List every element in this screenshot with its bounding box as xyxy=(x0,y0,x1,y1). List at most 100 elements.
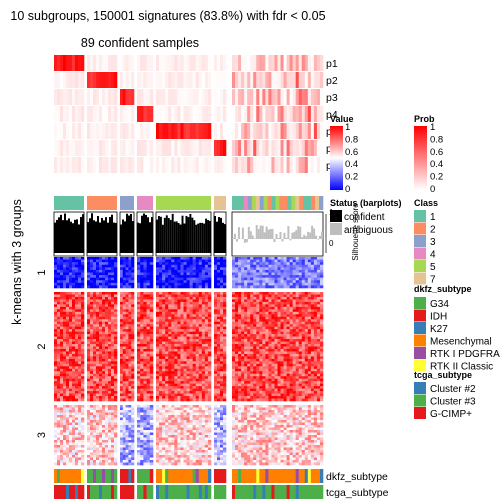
heatmap-cell xyxy=(283,319,287,323)
heatmap-cell xyxy=(108,383,112,387)
heatmap-cell xyxy=(60,277,64,281)
heatmap-cell xyxy=(72,267,76,271)
heatmap-cell xyxy=(140,398,144,402)
prob-cell xyxy=(183,157,187,173)
heatmap-cell xyxy=(105,371,109,375)
heatmap-cell xyxy=(204,353,209,357)
heatmap-cell xyxy=(114,324,118,327)
silhouette-bar xyxy=(205,218,208,253)
heatmap-cell xyxy=(316,299,321,303)
heatmap-cell xyxy=(171,391,175,394)
heatmap-cell xyxy=(57,264,61,268)
heatmap-cell xyxy=(165,262,169,266)
heatmap-cell xyxy=(217,334,221,337)
prob-cell xyxy=(183,106,187,122)
heatmap-cell xyxy=(283,326,287,330)
heatmap-cell xyxy=(262,319,266,323)
heatmap-cell xyxy=(247,257,251,260)
heatmap-cell xyxy=(310,282,315,286)
heatmap-cell xyxy=(247,269,251,273)
heatmap-cell xyxy=(122,383,126,387)
heatmap-cell xyxy=(183,311,187,315)
heatmap-cell xyxy=(259,280,263,284)
heatmap-cell xyxy=(81,388,85,392)
heatmap-cell xyxy=(289,341,293,345)
heatmap-cell xyxy=(72,386,76,389)
heatmap-cell xyxy=(180,267,184,271)
heatmap-cell xyxy=(137,373,141,377)
heatmap-cell xyxy=(111,353,115,357)
heatmap-cell xyxy=(93,301,97,305)
figure-subtitle: 89 confident samples xyxy=(81,36,199,50)
heatmap-cell xyxy=(298,292,303,295)
heatmap-cell xyxy=(250,339,254,342)
heatmap-cell xyxy=(207,376,212,380)
heatmap-cell xyxy=(69,257,73,260)
heatmap-cell xyxy=(292,344,296,347)
heatmap-cell xyxy=(277,316,281,320)
heatmap-cell xyxy=(146,301,151,305)
heatmap-cell xyxy=(63,386,67,389)
heatmap-cell xyxy=(259,264,263,268)
heatmap-cell xyxy=(156,296,160,300)
heatmap-cell xyxy=(301,262,306,266)
heatmap-cell xyxy=(186,398,190,402)
heatmap-cell xyxy=(204,373,209,377)
heatmap-cell xyxy=(140,361,144,365)
heatmap-cell xyxy=(307,301,312,305)
heatmap-cell xyxy=(108,299,112,303)
heatmap-cell xyxy=(307,348,312,352)
heatmap-cell xyxy=(298,275,303,278)
heatmap-cell xyxy=(125,356,129,360)
heatmap-cell xyxy=(201,386,206,389)
prob-cell xyxy=(75,72,79,88)
heatmap-cell xyxy=(289,331,293,335)
heatmap-cell xyxy=(183,319,187,323)
heatmap-cell xyxy=(90,299,94,303)
heatmap-cell xyxy=(265,356,269,360)
heatmap-cell xyxy=(217,262,221,266)
heatmap-cell xyxy=(292,326,296,330)
heatmap-cell xyxy=(102,269,106,273)
prob-cell xyxy=(120,89,124,105)
heatmap-cell xyxy=(253,264,257,268)
heatmap-cell xyxy=(304,264,309,268)
heatmap-cell xyxy=(137,346,141,350)
heatmap-cell xyxy=(102,294,106,298)
heatmap-cell xyxy=(81,339,85,342)
heatmap-cell xyxy=(120,381,124,384)
heatmap-cell xyxy=(217,353,221,357)
heatmap-cell xyxy=(105,388,109,392)
heatmap-cell xyxy=(217,285,221,289)
heatmap-cell xyxy=(183,257,187,260)
heatmap-cell xyxy=(174,294,178,298)
heatmap-cell xyxy=(214,356,218,360)
heatmap-cell xyxy=(271,301,275,305)
heatmap-cell xyxy=(298,262,303,266)
heatmap-cell xyxy=(66,324,70,327)
heatmap-cell xyxy=(180,292,184,295)
heatmap-cell xyxy=(162,344,166,347)
heatmap-cell xyxy=(165,269,169,273)
heatmap-cell xyxy=(96,304,100,308)
heatmap-cell xyxy=(295,363,300,367)
heatmap-cell xyxy=(72,282,76,286)
silhouette-bar xyxy=(165,215,168,253)
heatmap-cell xyxy=(316,366,321,370)
heatmap-cell xyxy=(313,363,318,367)
prob-cell xyxy=(235,140,239,156)
heatmap-cell xyxy=(201,309,206,313)
heatmap-cell xyxy=(262,346,266,350)
heatmap-cell xyxy=(120,383,124,387)
heatmap-cell xyxy=(241,264,245,268)
heatmap-cell xyxy=(198,358,203,362)
heatmap-cell xyxy=(238,269,242,273)
prob-cell xyxy=(69,72,73,88)
heatmap-cell xyxy=(108,301,112,305)
heatmap-cell xyxy=(253,334,257,337)
heatmap-cell xyxy=(75,366,79,370)
heatmap-cell xyxy=(235,314,239,318)
heatmap-cell xyxy=(244,319,248,323)
heatmap-cell xyxy=(54,304,58,308)
heatmap-cell xyxy=(90,378,94,382)
